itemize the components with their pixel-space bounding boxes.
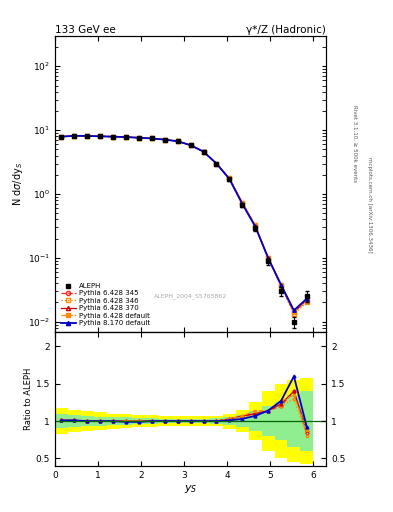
Text: 133 GeV ee: 133 GeV ee [55, 25, 116, 35]
Text: ALEPH_2004_S5765862: ALEPH_2004_S5765862 [154, 293, 227, 299]
X-axis label: $y_S$: $y_S$ [184, 482, 197, 495]
Text: mcplots.cern.ch [arXiv:1306.3436]: mcplots.cern.ch [arXiv:1306.3436] [367, 157, 373, 252]
Y-axis label: N d$\sigma$/dy$_S$: N d$\sigma$/dy$_S$ [11, 162, 25, 206]
Legend: ALEPH, Pythia 6.428 345, Pythia 6.428 346, Pythia 6.428 370, Pythia 6.428 defaul: ALEPH, Pythia 6.428 345, Pythia 6.428 34… [59, 281, 152, 328]
Y-axis label: Ratio to ALEPH: Ratio to ALEPH [24, 368, 33, 430]
Text: Rivet 3.1.10, ≥ 500k events: Rivet 3.1.10, ≥ 500k events [352, 105, 357, 182]
Text: γ*/Z (Hadronic): γ*/Z (Hadronic) [246, 25, 326, 35]
